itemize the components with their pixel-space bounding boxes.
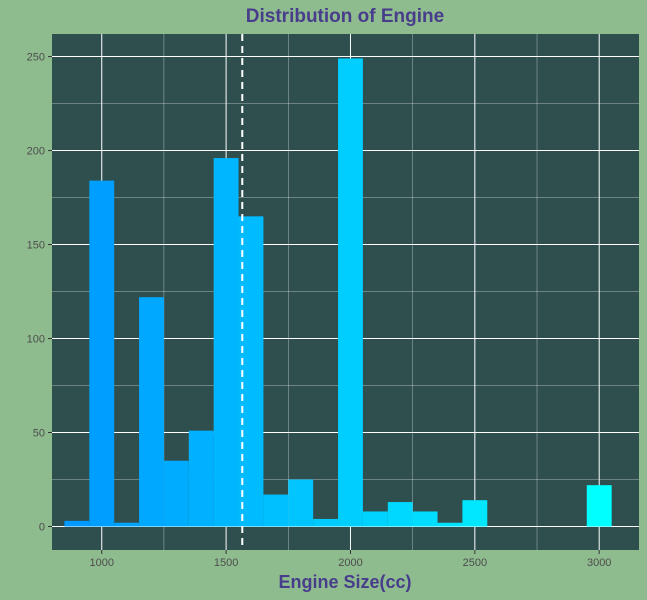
histogram-bar	[188, 430, 214, 527]
histogram-bar	[89, 180, 115, 527]
histogram-bar	[387, 502, 413, 527]
y-tick-label: 150	[27, 240, 45, 252]
x-tick-label: 2000	[338, 557, 362, 569]
histogram-bar	[114, 522, 140, 527]
histogram-bar	[462, 500, 488, 527]
histogram-bar	[586, 485, 612, 527]
y-tick-label: 250	[27, 52, 45, 64]
histogram-bar	[288, 479, 314, 527]
x-tick-label: 2500	[463, 557, 487, 569]
histogram-bar	[437, 522, 463, 527]
x-tick-label: 1500	[214, 557, 238, 569]
x-tick-label: 3000	[587, 557, 611, 569]
histogram-bar	[263, 494, 289, 527]
histogram-bar	[338, 58, 363, 527]
histogram-bar	[139, 297, 164, 527]
histogram-bar	[213, 158, 239, 527]
y-tick-label: 200	[27, 146, 45, 158]
histogram-bar	[163, 460, 189, 527]
histogram-bar	[362, 511, 388, 527]
x-tick-label: 1000	[90, 557, 114, 569]
y-tick-label: 100	[27, 334, 45, 346]
y-tick-label: 0	[39, 522, 45, 534]
histogram-bar	[313, 518, 339, 527]
y-tick-label: 50	[33, 428, 45, 440]
chart-title: Distribution of Engine	[246, 6, 444, 27]
axes: 0 50 100 150 200 250 1000 1500 2000 2500 3000	[27, 52, 612, 569]
histogram-bar	[64, 520, 90, 527]
x-axis-label: Engine Size(cc)	[278, 572, 411, 592]
histogram-bar	[412, 511, 438, 527]
